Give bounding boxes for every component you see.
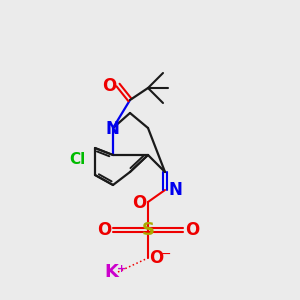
Text: O: O	[97, 221, 111, 239]
Text: −: −	[161, 248, 171, 260]
Text: +: +	[117, 264, 127, 274]
Text: Cl: Cl	[69, 152, 85, 167]
Text: S: S	[142, 221, 154, 239]
Text: N: N	[105, 120, 119, 138]
Text: O: O	[185, 221, 199, 239]
Text: N: N	[168, 181, 182, 199]
Text: O: O	[149, 249, 163, 267]
Text: K: K	[104, 263, 118, 281]
Text: O: O	[102, 77, 116, 95]
Text: O: O	[132, 194, 146, 212]
